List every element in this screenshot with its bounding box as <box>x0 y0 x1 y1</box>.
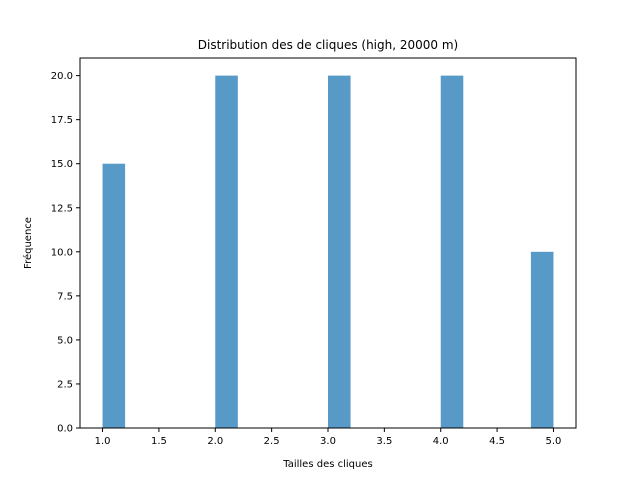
x-tick-label: 2.5 <box>264 436 280 447</box>
x-tick-label: 1.0 <box>95 436 111 447</box>
y-tick-label: 5.0 <box>57 335 73 346</box>
x-tick-label: 4.5 <box>489 436 505 447</box>
y-tick-label: 15.0 <box>51 159 73 170</box>
bar-3 <box>440 75 464 429</box>
y-axis-label: Fréquence <box>22 217 34 269</box>
y-tick-label: 10.0 <box>51 247 73 258</box>
bars <box>102 75 554 429</box>
bar-2 <box>328 75 351 429</box>
x-tick-label: 5.0 <box>546 436 562 447</box>
y-tick-label: 7.5 <box>57 291 73 302</box>
x-tick-label: 3.5 <box>376 436 392 447</box>
chart-title: Distribution des de cliques (high, 20000… <box>198 38 458 52</box>
bar-1 <box>215 75 238 429</box>
y-tick-label: 0.0 <box>57 424 73 435</box>
y-tick-label: 2.5 <box>57 379 73 390</box>
bar-4 <box>530 251 554 428</box>
x-tick-label: 1.5 <box>151 436 167 447</box>
bar-0 <box>102 163 126 428</box>
y-tick-label: 12.5 <box>51 203 73 214</box>
x-tick-label: 2.0 <box>207 436 223 447</box>
y-axis-ticks: 0.0 2.5 5.0 7.5 10.0 12.5 15.0 17.5 20.0 <box>51 71 80 435</box>
y-tick-label: 20.0 <box>51 71 73 82</box>
x-tick-label: 4.0 <box>433 436 449 447</box>
x-axis-label: Tailles des cliques <box>282 459 372 470</box>
y-tick-label: 17.5 <box>51 115 73 126</box>
x-axis-ticks: 1.0 1.5 2.0 2.5 3.0 3.5 4.0 4.5 5.0 <box>95 428 562 447</box>
x-tick-label: 3.0 <box>320 436 336 447</box>
